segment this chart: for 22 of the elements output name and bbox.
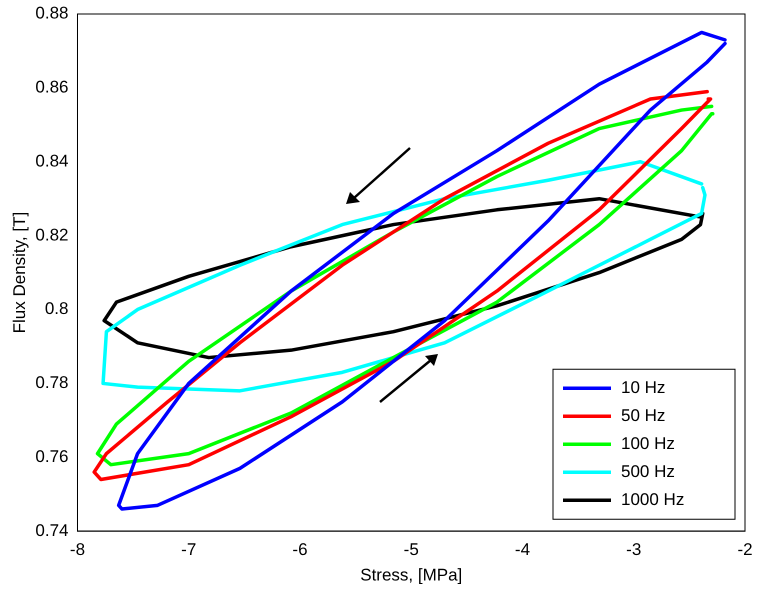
legend-label: 10 Hz bbox=[621, 378, 666, 397]
x-tick-label: -6 bbox=[292, 540, 308, 560]
y-tick-label: 0.86 bbox=[35, 78, 68, 97]
y-tick-label: 0.84 bbox=[35, 151, 68, 170]
y-tick-label: 0.8 bbox=[44, 299, 68, 318]
legend-label: 100 Hz bbox=[621, 434, 675, 453]
y-tick-label: 0.78 bbox=[35, 373, 68, 392]
x-tick-label: -7 bbox=[181, 540, 196, 560]
legend-label: 1000 Hz bbox=[621, 490, 684, 509]
y-tick-label: 0.76 bbox=[35, 447, 68, 466]
legend-label: 500 Hz bbox=[621, 462, 675, 481]
legend-label: 50 Hz bbox=[621, 406, 666, 425]
y-tick-label: 0.82 bbox=[35, 225, 68, 244]
y-axis-title: Flux Density, [T] bbox=[10, 212, 29, 334]
x-tick-label: -5 bbox=[404, 540, 419, 560]
x-tick-label: -4 bbox=[514, 540, 530, 560]
x-tick-label: -3 bbox=[626, 540, 642, 560]
y-tick-label: 0.88 bbox=[35, 4, 68, 23]
x-axis-title: Stress, [MPa] bbox=[360, 565, 462, 584]
y-tick-label: 0.74 bbox=[35, 520, 68, 540]
x-tick-label: -2 bbox=[737, 540, 753, 560]
x-tick-label: -8 bbox=[70, 540, 86, 560]
